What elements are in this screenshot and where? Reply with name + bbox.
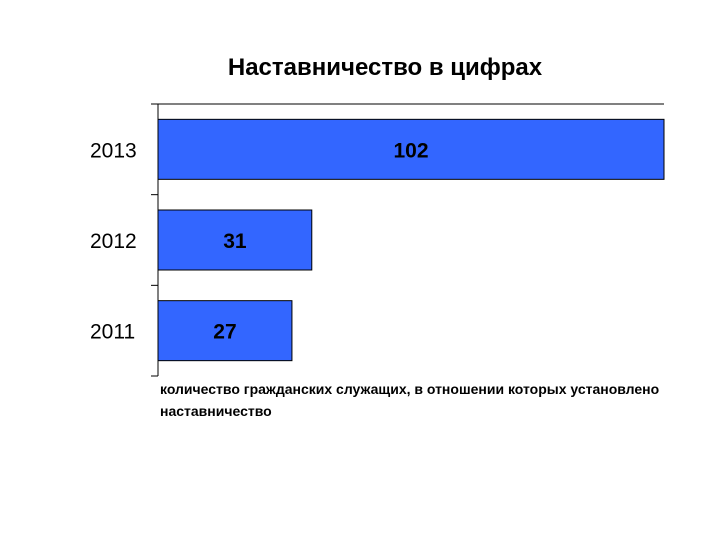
bars-layer (157, 118, 665, 362)
chart-title: Наставничество в цифрах (227, 54, 543, 81)
y-tick-label: 2012 (90, 230, 137, 253)
bar-2011 (157, 300, 293, 362)
y-tick-label: 2011 (90, 321, 135, 344)
y-tick-label: 2013 (90, 139, 137, 162)
data-label: 31 (223, 230, 247, 253)
labels-layer: 2013 102 2012 31 2011 27 (90, 139, 429, 343)
bar-2012 (157, 209, 313, 271)
data-label: 102 (393, 139, 428, 162)
legend-series-label: количество гражданских служащих, в отнош… (160, 381, 660, 419)
bar-2013 (157, 118, 665, 180)
data-label: 27 (213, 321, 236, 344)
